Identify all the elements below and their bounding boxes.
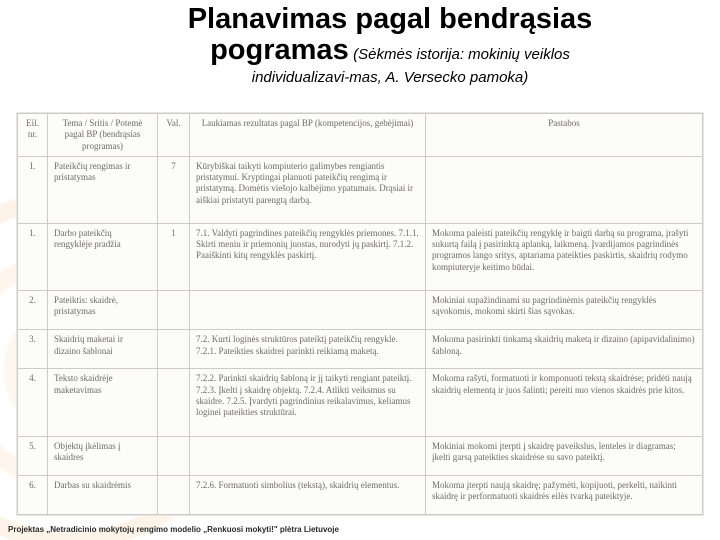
footer-text: Projektas „Netradicinio mokytojų rengimo…	[8, 525, 528, 534]
table-row: 2.Pateiktis: skaidrė, pristatymas Mokinia…	[18, 291, 703, 330]
planning-table-container: Eil. nr. Tema / Sritis / Potemė pagal BP…	[16, 112, 704, 516]
section-nr: I.	[18, 156, 48, 223]
cell-val: 1	[158, 223, 190, 290]
table-row: 5.Objektų įkėlimas į skaidres Mokiniai mo…	[18, 436, 703, 475]
cell-topic: Objektų įkėlimas į skaidres	[48, 436, 158, 475]
cell-past: Mokiniai mokomi įterpti į skaidrę paveik…	[426, 436, 703, 475]
cell-val	[158, 436, 190, 475]
title-line-2-wrap: pogramas (Sėkmės istorija: mokinių veikl…	[100, 35, 680, 66]
col-val: Val.	[158, 114, 190, 157]
section-val: 7	[158, 156, 190, 223]
cell-rez	[190, 291, 426, 330]
cell-val	[158, 330, 190, 369]
cell-topic: Pateiktis: skaidrė, pristatymas	[48, 291, 158, 330]
cell-val	[158, 291, 190, 330]
table-row: 4.Teksto skaidrėje maketavimas 7.2.2. Par…	[18, 369, 703, 436]
cell-rez: 7.1. Valdyti pagrindines pateikčių rengy…	[190, 223, 426, 290]
col-nr: Eil. nr.	[18, 114, 48, 157]
table-row: 6.Darbas su skaidrėmis 7.2.6. Formatuoti …	[18, 475, 703, 514]
section-past	[426, 156, 703, 223]
cell-nr: 3.	[18, 330, 48, 369]
section-rez: Kūrybiškai taikyti kompiuterio galimybes…	[190, 156, 426, 223]
cell-topic: Darbo pateikčių rengyklėje pradžia	[48, 223, 158, 290]
slide-title-block: Planavimas pagal bendrąsias pogramas (Sė…	[100, 4, 680, 87]
table-header-row: Eil. nr. Tema / Sritis / Potemė pagal BP…	[18, 114, 703, 157]
cell-nr: 4.	[18, 369, 48, 436]
table-row: 1.Darbo pateikčių rengyklėje pradžia17.1…	[18, 223, 703, 290]
cell-rez: 7.2.6. Formatuoti simbolius (tekstą), sk…	[190, 475, 426, 514]
title-line-1: Planavimas pagal bendrąsias	[100, 4, 680, 35]
planning-table: Eil. nr. Tema / Sritis / Potemė pagal BP…	[17, 113, 703, 515]
title-line-2-main: pogramas	[210, 34, 349, 66]
col-rez: Laukiamas rezultatas pagal BP (kompetenc…	[190, 114, 426, 157]
cell-topic: Darbas su skaidrėmis	[48, 475, 158, 514]
cell-val	[158, 475, 190, 514]
subtitle-line-2: individualizavi-mas, A. Versecko pamoka)	[100, 69, 680, 88]
cell-past: Mokoma paleisti pateikčių rengyklę ir ba…	[426, 223, 703, 290]
cell-topic: Teksto skaidrėje maketavimas	[48, 369, 158, 436]
cell-val	[158, 369, 190, 436]
cell-nr: 2.	[18, 291, 48, 330]
cell-rez: 7.2.2. Parinkti skaidrių šabloną ir jį t…	[190, 369, 426, 436]
table-body: I. Pateikčių rengimas ir pristatymas 7 K…	[18, 156, 703, 514]
cell-past: Mokoma pasirinkti tinkamą skaidrių maket…	[426, 330, 703, 369]
cell-nr: 5.	[18, 436, 48, 475]
cell-nr: 1.	[18, 223, 48, 290]
cell-rez: 7.2. Kurti loginės struktūros pateiktį p…	[190, 330, 426, 369]
cell-past: Mokoma įterpti naują skaidrę; pažymėti, …	[426, 475, 703, 514]
cell-nr: 6.	[18, 475, 48, 514]
col-topic: Tema / Sritis / Potemė pagal BP (bendrąs…	[48, 114, 158, 157]
table-row: 3.Skaidrių maketai ir dizaino šablonai 7.…	[18, 330, 703, 369]
subtitle-inline: (Sėkmės istorija: mokinių veiklos	[353, 46, 570, 63]
col-past: Pastabos	[426, 114, 703, 157]
section-row: I. Pateikčių rengimas ir pristatymas 7 K…	[18, 156, 703, 223]
cell-rez	[190, 436, 426, 475]
cell-past: Mokoma rašyti, formatuoti ir komponuoti …	[426, 369, 703, 436]
cell-past: Mokiniai supažindinami su pagrindinėmis …	[426, 291, 703, 330]
cell-topic: Skaidrių maketai ir dizaino šablonai	[48, 330, 158, 369]
section-topic: Pateikčių rengimas ir pristatymas	[48, 156, 158, 223]
